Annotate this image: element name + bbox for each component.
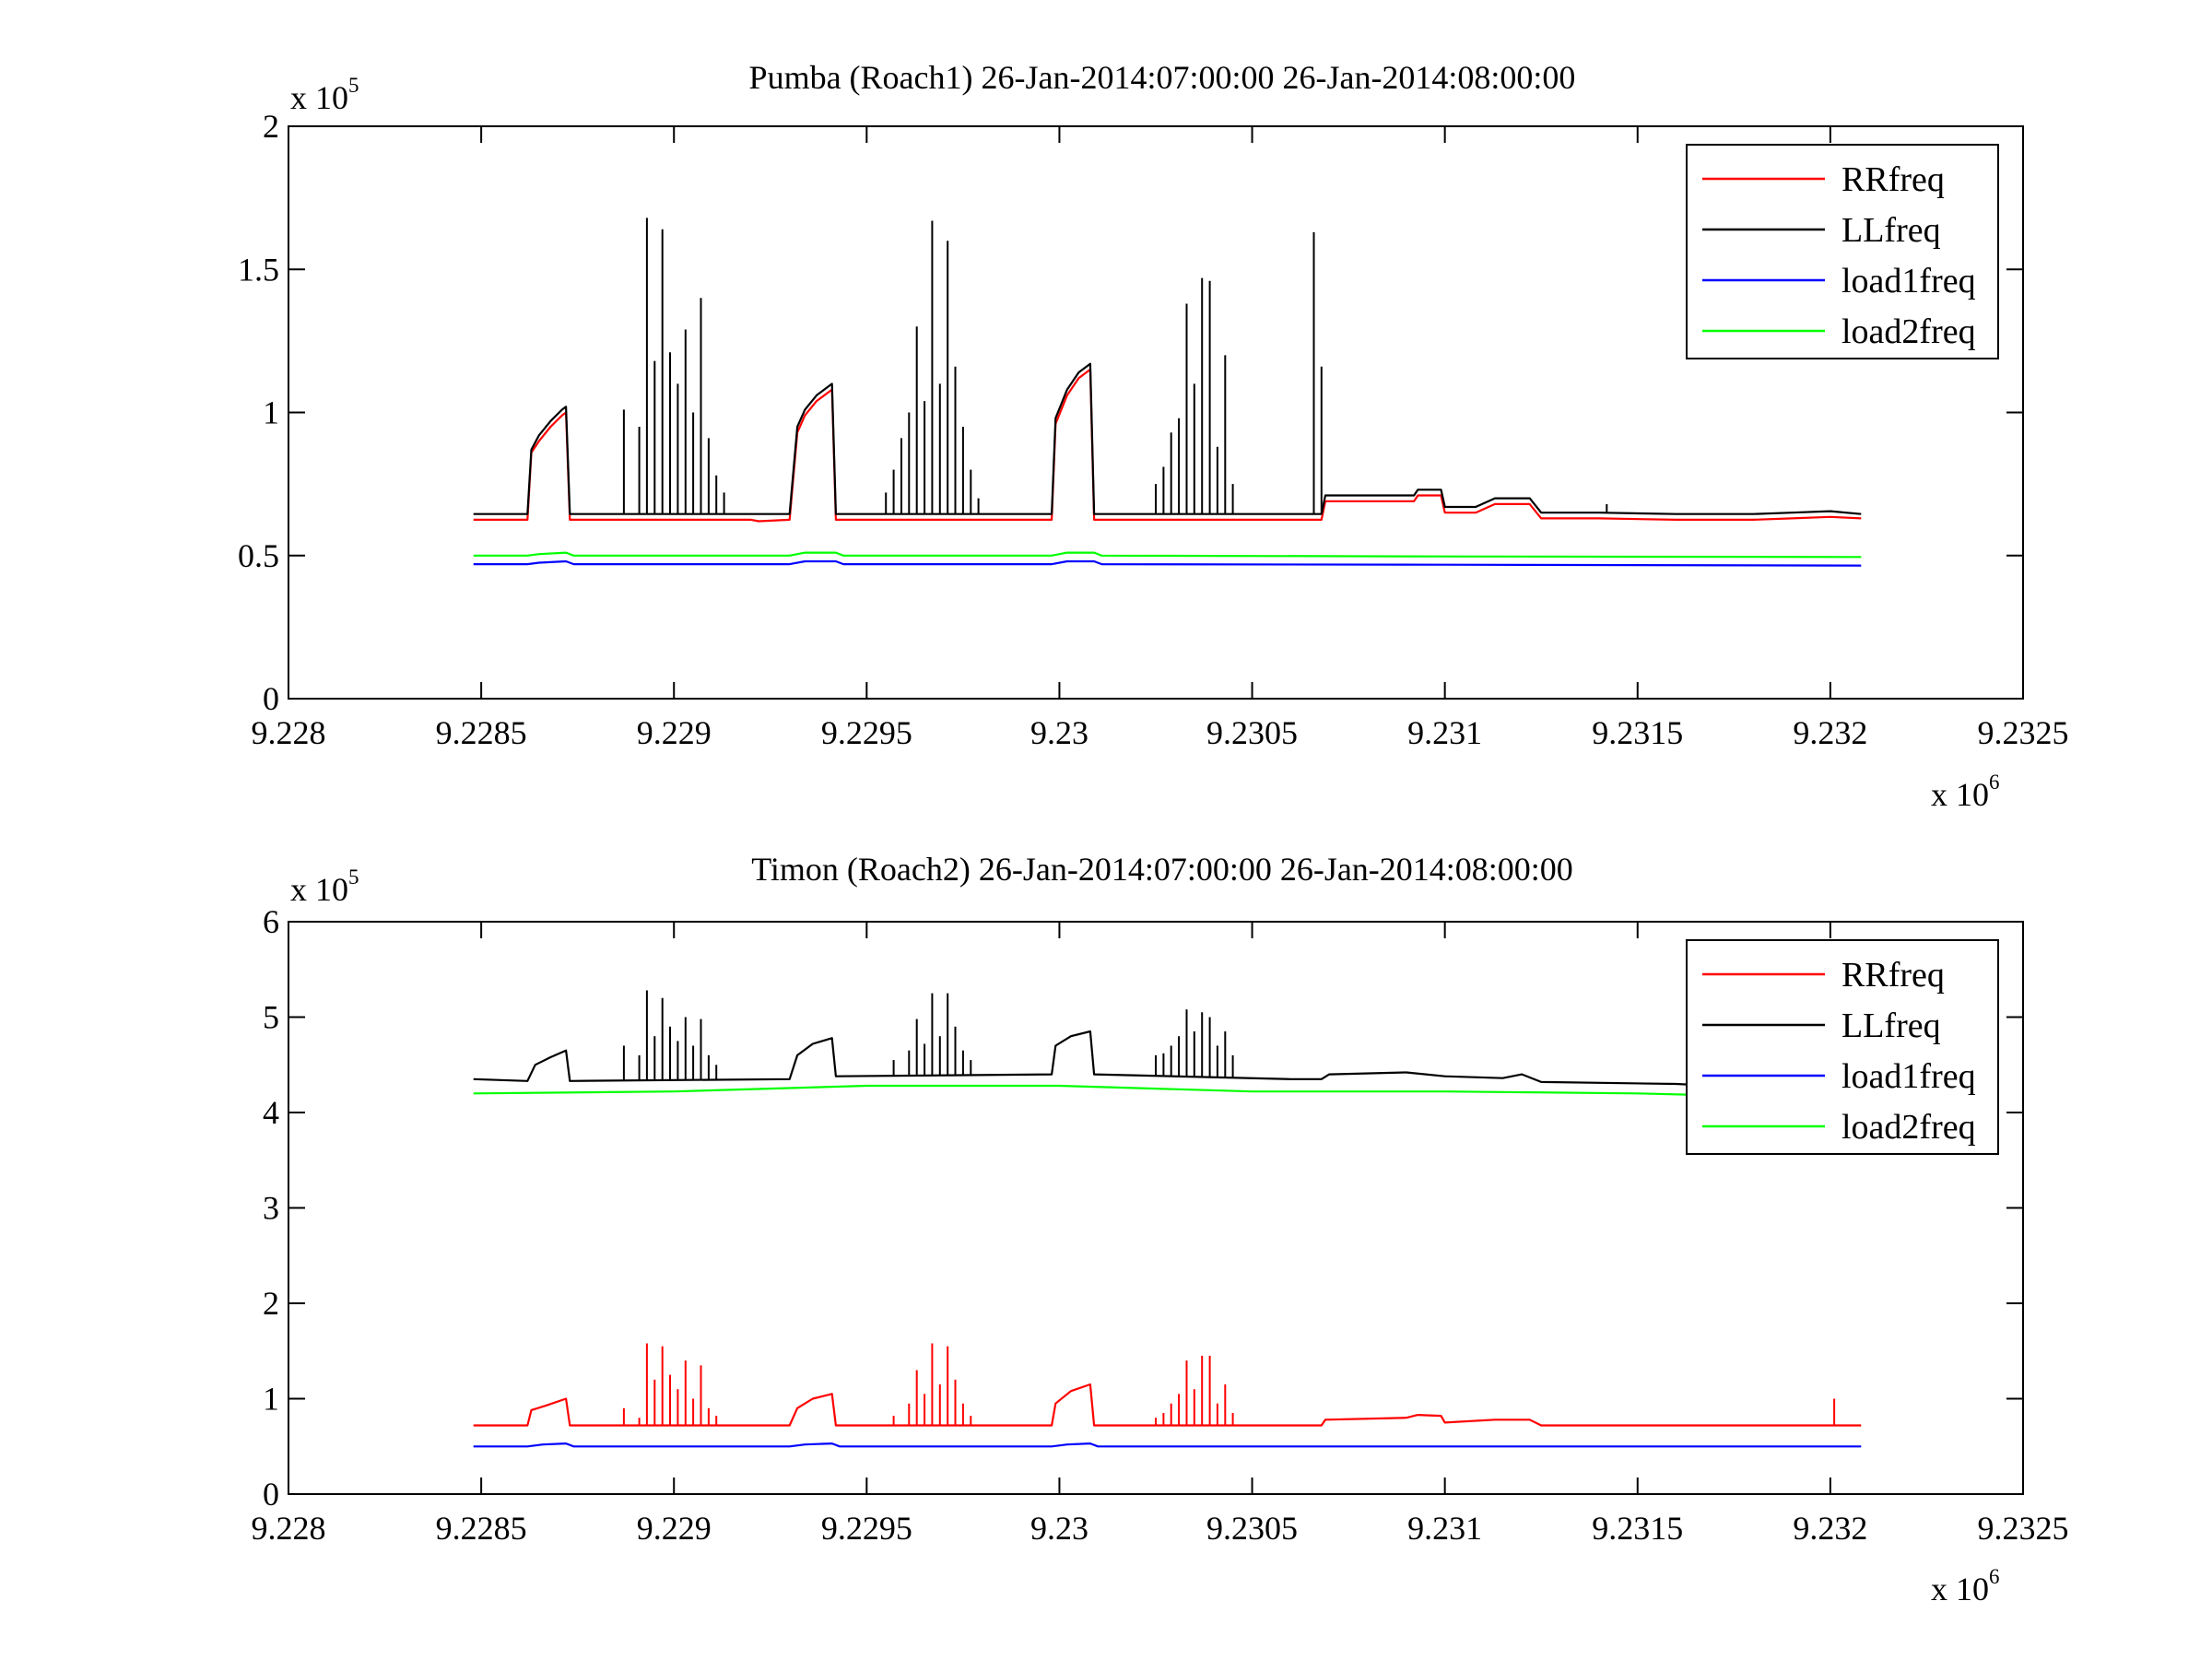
y-tick-label: 2 (263, 1285, 279, 1322)
series-line-load2freq (473, 551, 1862, 559)
y-multiplier: x 105 (290, 865, 359, 908)
y-tick-label: 1.5 (238, 251, 279, 288)
x-tick-label: 9.2285 (436, 714, 527, 751)
y-tick-label: 0 (263, 1476, 279, 1513)
x-tick-label: 9.2305 (1206, 714, 1298, 751)
legend-label-RRfreq: RRfreq (1841, 160, 1945, 199)
x-tick-label: 9.2315 (1592, 714, 1683, 751)
x-tick-label: 9.228 (252, 1510, 326, 1547)
x-tick-label: 9.228 (252, 714, 326, 751)
legend-label-load2freq: load2freq (1841, 1108, 1976, 1147)
x-multiplier: x 106 (1931, 1565, 2000, 1607)
chart-title: Pumba (Roach1) 26-Jan-2014:07:00:00 26-J… (749, 59, 1576, 96)
x-multiplier: x 106 (1931, 771, 2000, 813)
x-tick-label: 9.231 (1407, 1510, 1482, 1547)
series-line-load1freq (473, 1442, 1862, 1448)
x-tick-label: 9.231 (1407, 714, 1482, 751)
legend-label-RRfreq: RRfreq (1841, 956, 1945, 995)
legend-label-load1freq: load1freq (1841, 262, 1976, 300)
x-tick-label: 9.23 (1030, 1510, 1088, 1547)
series-line-RRfreq (473, 1383, 1862, 1427)
y-multiplier: x 105 (290, 74, 359, 116)
x-tick-label: 9.2325 (1978, 714, 2069, 751)
series-group (473, 990, 1862, 1448)
series-line-load2freq (473, 1084, 1715, 1097)
legend-label-load2freq: load2freq (1841, 312, 1976, 351)
x-tick-label: 9.2315 (1592, 1510, 1683, 1547)
y-tick-label: 1 (263, 394, 279, 431)
y-tick-label: 3 (263, 1190, 279, 1227)
x-tick-label: 9.2295 (821, 1510, 912, 1547)
series-line-LLfreq (473, 1030, 1715, 1088)
chart-title: Timon (Roach2) 26-Jan-2014:07:00:00 26-J… (751, 851, 1573, 888)
legend-label-LLfreq: LLfreq (1841, 1007, 1941, 1045)
series-line-LLfreq (473, 362, 1862, 515)
x-tick-label: 9.23 (1030, 714, 1088, 751)
y-tick-label: 5 (263, 999, 279, 1036)
legend-box (1686, 144, 1999, 359)
series-group (473, 218, 1862, 567)
y-tick-label: 4 (263, 1094, 279, 1131)
legend-label-load1freq: load1freq (1841, 1057, 1976, 1096)
legend-box (1686, 939, 1999, 1155)
x-tick-label: 9.232 (1793, 714, 1867, 751)
series-line-load1freq (473, 559, 1862, 567)
chart-pumba: Pumba (Roach1) 26-Jan-2014:07:00:00 26-J… (238, 59, 2069, 813)
legend-label-LLfreq: LLfreq (1841, 211, 1941, 250)
x-tick-label: 9.2295 (821, 714, 912, 751)
y-tick-label: 2 (263, 108, 279, 145)
x-tick-label: 9.2305 (1206, 1510, 1298, 1547)
x-tick-label: 9.2285 (436, 1510, 527, 1547)
chart-timon: Timon (Roach2) 26-Jan-2014:07:00:00 26-J… (252, 851, 2069, 1607)
x-tick-label: 9.2325 (1978, 1510, 2069, 1547)
x-tick-label: 9.232 (1793, 1510, 1867, 1547)
y-tick-label: 0 (263, 680, 279, 717)
y-tick-label: 6 (263, 903, 279, 940)
x-tick-label: 9.229 (637, 714, 712, 751)
y-tick-label: 0.5 (238, 537, 279, 574)
x-tick-label: 9.229 (637, 1510, 712, 1547)
y-tick-label: 1 (263, 1381, 279, 1418)
